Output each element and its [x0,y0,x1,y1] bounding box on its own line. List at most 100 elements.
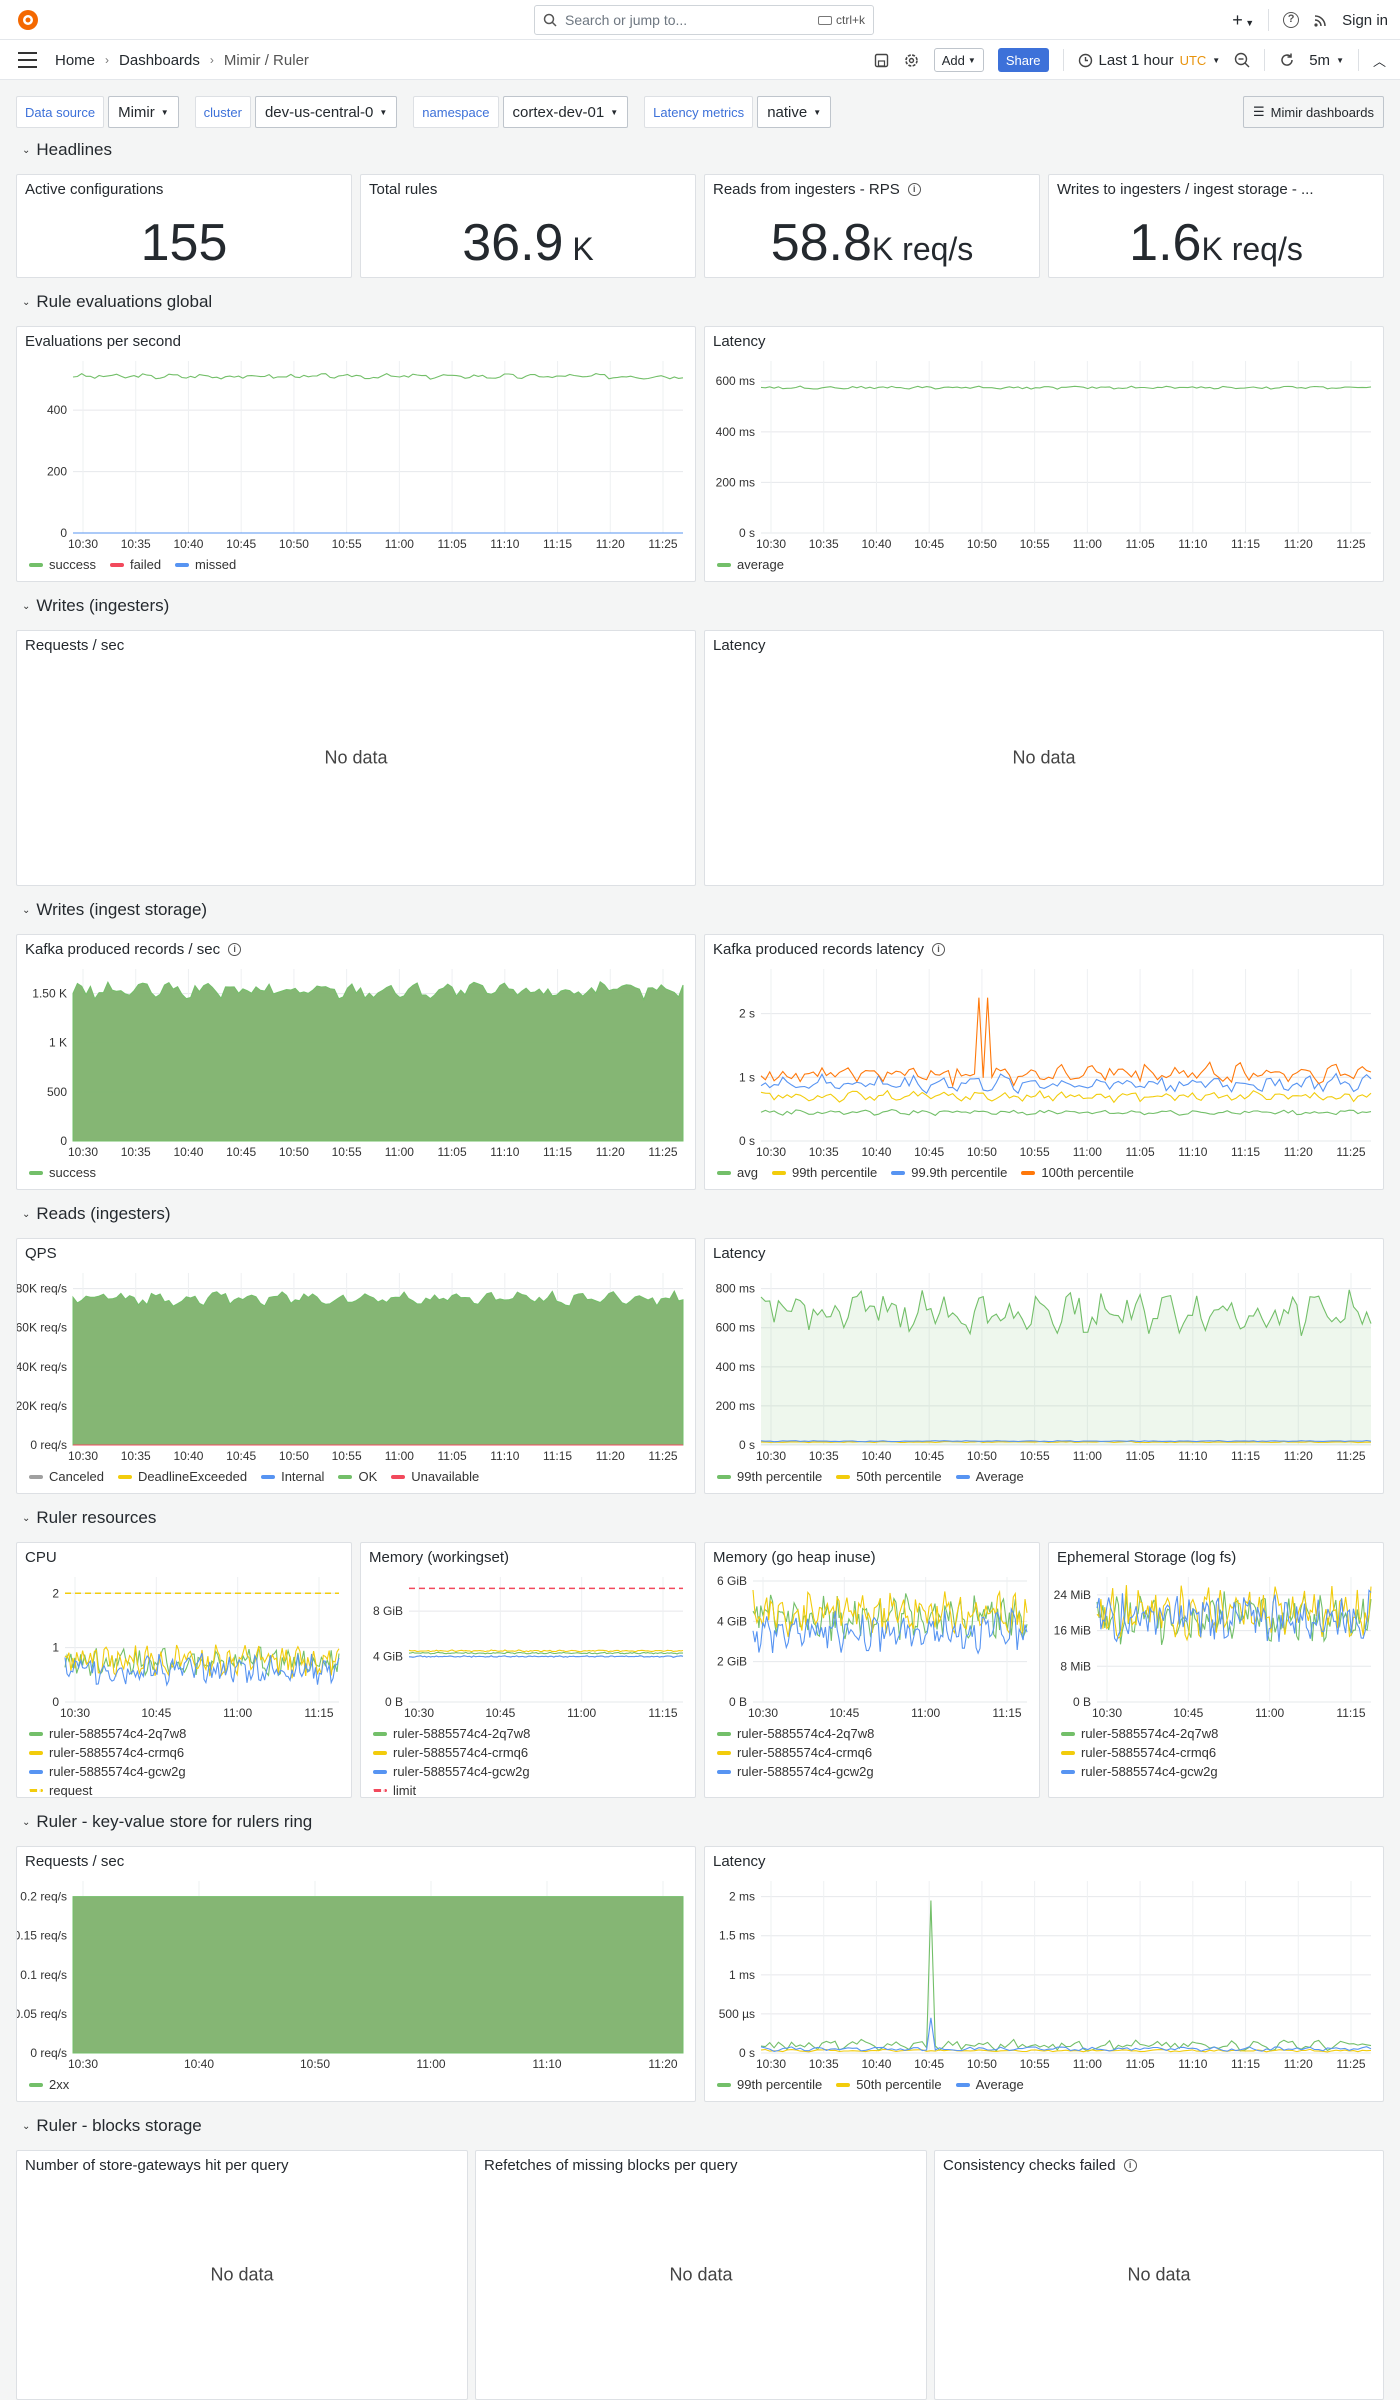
x-tick-label: 10:45 [914,1449,944,1463]
info-icon[interactable]: i [228,943,242,956]
legend-item[interactable]: 99th percentile [717,2077,822,2092]
legend-item[interactable]: Canceled [29,1469,104,1484]
menu-icon[interactable] [18,52,37,68]
panel-sgw[interactable]: Number of store-gateways hit per query No… [16,2150,468,2400]
legend-item[interactable]: 99th percentile [717,1469,822,1484]
zoom-out-icon[interactable] [1234,52,1250,68]
row-blocks-storage[interactable]: ⌄ Ruler - blocks storage [22,2115,202,2137]
legend-item[interactable]: 2xx [29,2077,69,2092]
y-tick-label: 200 ms [716,1399,755,1413]
legend-item[interactable]: OK [338,1469,377,1484]
legend-item[interactable]: 50th percentile [836,1469,942,1484]
legend-item[interactable]: failed [109,557,161,572]
legend-item[interactable]: success [29,1165,96,1180]
info-icon[interactable]: i [931,943,945,956]
no-data-message: No data [1012,747,1076,768]
legend-item[interactable]: ruler-5885574c4-crmq6 [1061,1745,1375,1760]
mimir-dashboards-button[interactable]: ☰ Mimir dashboards [1243,96,1384,128]
panel-writesreq[interactable]: Requests / sec No data [16,630,696,886]
latency-select[interactable]: native ▼ [757,96,832,128]
legend-item[interactable]: 99th percentile [771,1165,877,1180]
row-ruler-resources[interactable]: ⌄ Ruler resources [22,1507,156,1529]
collapse-chevron-up-icon[interactable]: ︿ [1372,53,1386,69]
panel-evals[interactable]: Evaluations per second 0 200 400 10:30 10:35 1… [16,326,696,582]
legend-item[interactable]: ruler-5885574c4-crmq6 [717,1745,1031,1760]
stat-panel[interactable]: Active configurations 155 [16,174,352,278]
panel-kvlat[interactable]: Latency 0 s 500 µs 1 ms 1.5 ms 2 ms 10:30 10:35… [704,1846,1384,2102]
row-headlines[interactable]: ⌄ Headlines [22,139,112,161]
legend-item[interactable]: 50th percentile [836,2077,942,2092]
legend-item[interactable]: avg [717,1165,758,1180]
panel-kafkalat[interactable]: Kafka produced records latency i 0 s 1 s 2 s… [704,934,1384,1190]
legend-item[interactable]: 100th percentile [1021,1165,1134,1180]
sign-in-link[interactable]: Sign in [1342,11,1388,29]
select-value: dev-us-central-0 [264,103,374,121]
dashboard-toolbar: Add ▼ Share Last 1 hour UTC ▼ 5m ▼ ︿ [874,40,1400,80]
panel-readlat[interactable]: Latency 0 s 200 ms 400 ms 600 ms 800 ms 10:30 1… [704,1238,1384,1494]
row-writes-ingest-storage[interactable]: ⌄ Writes (ingest storage) [22,899,207,921]
panel-consist[interactable]: Consistency checks failed i No data [934,2150,1384,2400]
panel-kvreq[interactable]: Requests / sec 0 req/s 0.05 req/s 0.1 req/s… [16,1846,696,2102]
settings-gear-icon[interactable] [903,52,920,69]
panel-ephem[interactable]: Ephemeral Storage (log fs) 0 B 8 MiB 16 MiB… [1048,1542,1384,1798]
panel-memheap[interactable]: Memory (go heap inuse) 0 B 2 GiB 4 GiB 6 GiB… [704,1542,1040,1798]
panel-writeslat[interactable]: Latency No data [704,630,1384,886]
info-icon[interactable]: i [907,183,921,196]
info-icon[interactable]: i [1123,2159,1137,2172]
rss-icon[interactable] [1313,13,1328,28]
help-icon[interactable]: ? [1283,12,1300,28]
stat-panel[interactable]: Writes to ingesters / ingest storage - .… [1048,174,1384,278]
series-line [408,1655,684,1658]
legend-item[interactable]: ruler-5885574c4-gcw2g [373,1764,687,1779]
legend-item[interactable]: ruler-5885574c4-gcw2g [717,1764,1031,1779]
legend-item[interactable]: Average [955,1469,1024,1484]
add-button[interactable]: Add ▼ [933,48,984,72]
time-range-picker[interactable]: Last 1 hour UTC ▼ [1078,52,1220,69]
save-icon[interactable] [874,53,889,68]
row-kv-store[interactable]: ⌄ Ruler - key-value store for rulers ring [22,1811,312,1833]
new-button[interactable]: + ▼ [1232,9,1255,30]
legend-item[interactable]: ruler-5885574c4-2q7w8 [717,1726,1031,1741]
stat-panel[interactable]: Reads from ingesters - RPS i 58.8K req/s [704,174,1040,278]
share-button[interactable]: Share [997,48,1049,72]
series-line [760,1072,1372,1095]
legend-item[interactable]: ruler-5885574c4-gcw2g [29,1764,343,1779]
cluster-select[interactable]: dev-us-central-0 ▼ [254,96,398,128]
legend-item[interactable]: Average [955,2077,1024,2092]
legend-item[interactable]: ruler-5885574c4-crmq6 [373,1745,687,1760]
legend-item[interactable]: average [717,557,784,572]
legend-item[interactable]: ruler-5885574c4-2q7w8 [373,1726,687,1741]
legend-item[interactable]: Internal [261,1469,324,1484]
stat-panel[interactable]: Total rules 36.9 K [360,174,696,278]
panel-cpu[interactable]: CPU 0 1 2 10:30 10:45 11:00 11:15 ruler-5885574c… [16,1542,352,1798]
row-reads-ingesters[interactable]: ⌄ Reads (ingesters) [22,1203,171,1225]
legend-item[interactable]: success [29,557,96,572]
refresh-icon[interactable] [1279,52,1295,68]
panel-memws[interactable]: Memory (workingset) 0 B 4 GiB 8 GiB 10:30 10:… [360,1542,696,1798]
legend-item[interactable]: ruler-5885574c4-gcw2g [1061,1764,1375,1779]
datasource-select[interactable]: Mimir ▼ [108,96,179,128]
legend-item[interactable]: ruler-5885574c4-2q7w8 [29,1726,343,1741]
legend-item[interactable]: limit [373,1783,416,1797]
panel-evallat[interactable]: Latency 0 s 200 ms 400 ms 600 ms 10:30 10:35 10… [704,326,1384,582]
legend-item[interactable]: request [29,1783,92,1797]
search-input[interactable]: Search or jump to... ctrl+k [534,5,874,35]
legend-item[interactable]: ruler-5885574c4-2q7w8 [1061,1726,1375,1741]
legend-item[interactable]: Unavailable [391,1469,479,1484]
refresh-interval-picker[interactable]: 5m ▼ [1309,52,1344,69]
breadcrumb-home[interactable]: Home [55,51,96,69]
legend-item[interactable]: 99.9th percentile [891,1165,1007,1180]
grafana-logo-icon[interactable] [16,8,40,32]
panel-refetch[interactable]: Refetches of missing blocks per query No … [475,2150,927,2400]
x-tick-label: 10:50 [279,537,309,551]
panel-title: Reads from ingesters - RPS i [713,181,921,198]
namespace-select[interactable]: cortex-dev-01 ▼ [502,96,629,128]
breadcrumb-dashboards[interactable]: Dashboards [119,51,200,69]
legend-item[interactable]: missed [175,557,236,572]
legend-item[interactable]: ruler-5885574c4-crmq6 [29,1745,343,1760]
legend-item[interactable]: DeadlineExceeded [117,1469,247,1484]
panel-kafkarec[interactable]: Kafka produced records / sec i 0 500 1 K 1.50… [16,934,696,1190]
row-writes-ingesters[interactable]: ⌄ Writes (ingesters) [22,595,169,617]
row-rule-evaluations[interactable]: ⌄ Rule evaluations global [22,291,212,313]
panel-qps[interactable]: QPS 0 req/s 20K req/s 40K req/s 60K req/s 80K… [16,1238,696,1494]
